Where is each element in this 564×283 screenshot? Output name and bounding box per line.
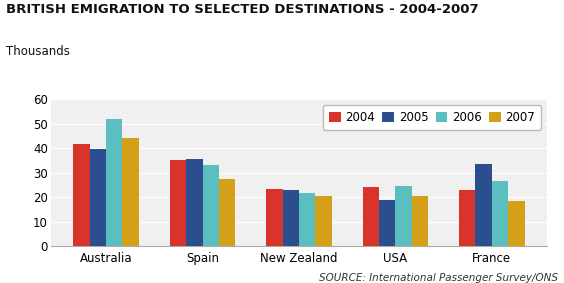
Text: SOURCE: International Passenger Survey/ONS: SOURCE: International Passenger Survey/O… bbox=[319, 273, 558, 283]
Bar bbox=[90, 149, 106, 246]
Bar bbox=[106, 119, 122, 246]
Bar bbox=[186, 159, 202, 246]
Legend: 2004, 2005, 2006, 2007: 2004, 2005, 2006, 2007 bbox=[323, 105, 541, 130]
Bar bbox=[170, 160, 186, 246]
Bar bbox=[299, 194, 315, 246]
Bar bbox=[395, 186, 412, 246]
Bar bbox=[122, 138, 139, 246]
Bar bbox=[379, 200, 395, 246]
Bar bbox=[363, 187, 379, 246]
Bar bbox=[459, 190, 475, 246]
Text: BRITISH EMIGRATION TO SELECTED DESTINATIONS - 2004-2007: BRITISH EMIGRATION TO SELECTED DESTINATI… bbox=[6, 3, 478, 16]
Bar bbox=[266, 188, 283, 246]
Bar bbox=[475, 164, 492, 246]
Bar bbox=[202, 165, 219, 246]
Bar bbox=[283, 190, 299, 246]
Bar bbox=[508, 201, 525, 246]
Bar bbox=[73, 144, 90, 246]
Bar bbox=[315, 196, 332, 246]
Text: Thousands: Thousands bbox=[6, 45, 69, 58]
Bar bbox=[492, 181, 508, 246]
Bar bbox=[412, 196, 428, 246]
Bar bbox=[219, 179, 235, 246]
